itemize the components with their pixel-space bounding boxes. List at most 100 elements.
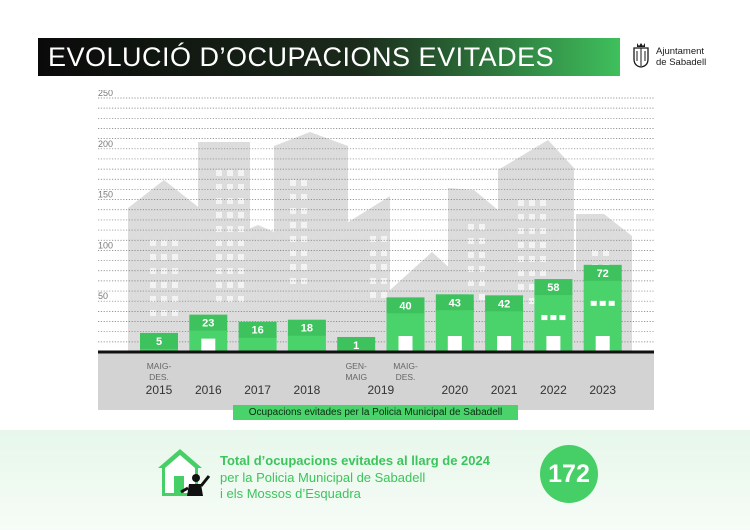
bar-group: 42 <box>485 295 524 352</box>
bar <box>287 333 326 352</box>
legend: Ocupacions evitades per la Policia Munic… <box>233 405 518 420</box>
skyline-window <box>592 250 598 256</box>
skyline-window <box>529 284 535 290</box>
skyline-window <box>150 310 156 316</box>
skyline-window <box>518 242 524 248</box>
skyline-window <box>540 256 546 262</box>
category-band <box>98 353 654 410</box>
y-axis-ticks: 50 100 150 200 250 <box>98 90 113 301</box>
skyline-window <box>290 264 296 270</box>
total-value-badge: 172 <box>540 445 598 503</box>
bar-door <box>595 336 610 352</box>
value-label: 58 <box>547 282 559 294</box>
bar-door <box>497 336 512 352</box>
skyline-window <box>529 270 535 276</box>
value-label-box <box>287 319 326 336</box>
skyline-window <box>468 266 474 272</box>
bar-window <box>608 300 615 306</box>
bar-door <box>546 336 561 352</box>
skyline-window <box>301 250 307 256</box>
value-label-box <box>485 295 524 312</box>
skyline-window <box>150 240 156 246</box>
bars: 5 23 16 18 1 40 43 42 58 72 <box>140 264 622 353</box>
skyline-window <box>468 224 474 230</box>
skyline-window <box>518 200 524 206</box>
bar-window <box>550 315 557 321</box>
skyline-window <box>216 296 222 302</box>
skyline-window <box>603 250 609 256</box>
skyline-window <box>238 170 244 176</box>
bar-group: 16 <box>238 321 277 352</box>
skyline-window <box>216 212 222 218</box>
skyline-window <box>540 270 546 276</box>
skyline-window <box>227 170 233 176</box>
skyline-window <box>370 250 376 256</box>
skyline-window <box>238 254 244 260</box>
bar-window <box>541 315 548 321</box>
skyline-window <box>518 270 524 276</box>
skyline-window <box>161 268 167 274</box>
skyline-window <box>172 240 178 246</box>
bar-window <box>559 315 566 321</box>
value-label: 5 <box>156 336 162 348</box>
skyline-window <box>301 264 307 270</box>
house-with-officer-icon <box>158 449 211 496</box>
skyline-window <box>290 222 296 228</box>
skyline-window <box>238 240 244 246</box>
value-label-box <box>140 332 178 349</box>
bar-group: 40 <box>386 297 425 352</box>
ajuntament-logo: Ajuntament de Sabadell <box>632 40 722 74</box>
title-bar: EVOLUCIÓ D’OCUPACIONS EVITADES <box>38 38 620 76</box>
bar-group: 58 <box>534 279 573 352</box>
skyline-window <box>479 280 485 286</box>
skyline-window <box>301 194 307 200</box>
totals-panel <box>0 430 750 530</box>
page-title: EVOLUCIÓ D’OCUPACIONS EVITADES <box>48 42 555 72</box>
bar-group: 43 <box>435 294 474 352</box>
bar <box>238 335 277 352</box>
value-label: 23 <box>202 318 214 330</box>
skyline-window <box>227 240 233 246</box>
skyline-window <box>161 254 167 260</box>
x-year-label: 2015 <box>146 383 173 397</box>
skyline-window <box>172 282 178 288</box>
skyline-window <box>529 200 535 206</box>
skyline-window <box>238 198 244 204</box>
value-label-box <box>189 314 228 331</box>
total-subtitle-line-1: per la Policia Municipal de Sabadell <box>220 470 426 485</box>
skyline-window <box>238 282 244 288</box>
logo-line-1: Ajuntament <box>656 46 705 57</box>
bar-window <box>590 300 597 306</box>
skyline-window <box>301 222 307 228</box>
logo-line-2: de Sabadell <box>656 57 707 68</box>
skyline-window <box>216 254 222 260</box>
skyline-window <box>468 238 474 244</box>
skyline-window <box>172 296 178 302</box>
skyline-window <box>290 208 296 214</box>
value-label: 1 <box>353 340 359 352</box>
skyline-window <box>172 254 178 260</box>
value-label: 72 <box>597 268 609 280</box>
x-sub-label: MAIG- <box>147 361 172 371</box>
skyline-window <box>290 236 296 242</box>
skyline-window <box>468 252 474 258</box>
skyline-window <box>161 310 167 316</box>
skyline-window <box>479 294 485 300</box>
bar-group: 72 <box>583 264 622 352</box>
x-year-label: 2016 <box>195 383 222 397</box>
skyline-window <box>518 228 524 234</box>
skyline-window <box>216 226 222 232</box>
skyline-window <box>479 252 485 258</box>
x-year-label: 2023 <box>589 383 616 397</box>
skyline-window <box>216 198 222 204</box>
x-sub-label: DES. <box>149 372 169 382</box>
skyline-window <box>227 226 233 232</box>
skyline-window <box>216 184 222 190</box>
skyline-window <box>381 292 387 298</box>
x-sub-label: MAIG- <box>393 361 418 371</box>
total-subtitle-line-2: i els Mossos d’Esquadra <box>220 486 361 501</box>
skyline-window <box>150 282 156 288</box>
skyline-window <box>540 214 546 220</box>
bar-group: 23 <box>189 314 228 352</box>
skyline-window <box>172 310 178 316</box>
